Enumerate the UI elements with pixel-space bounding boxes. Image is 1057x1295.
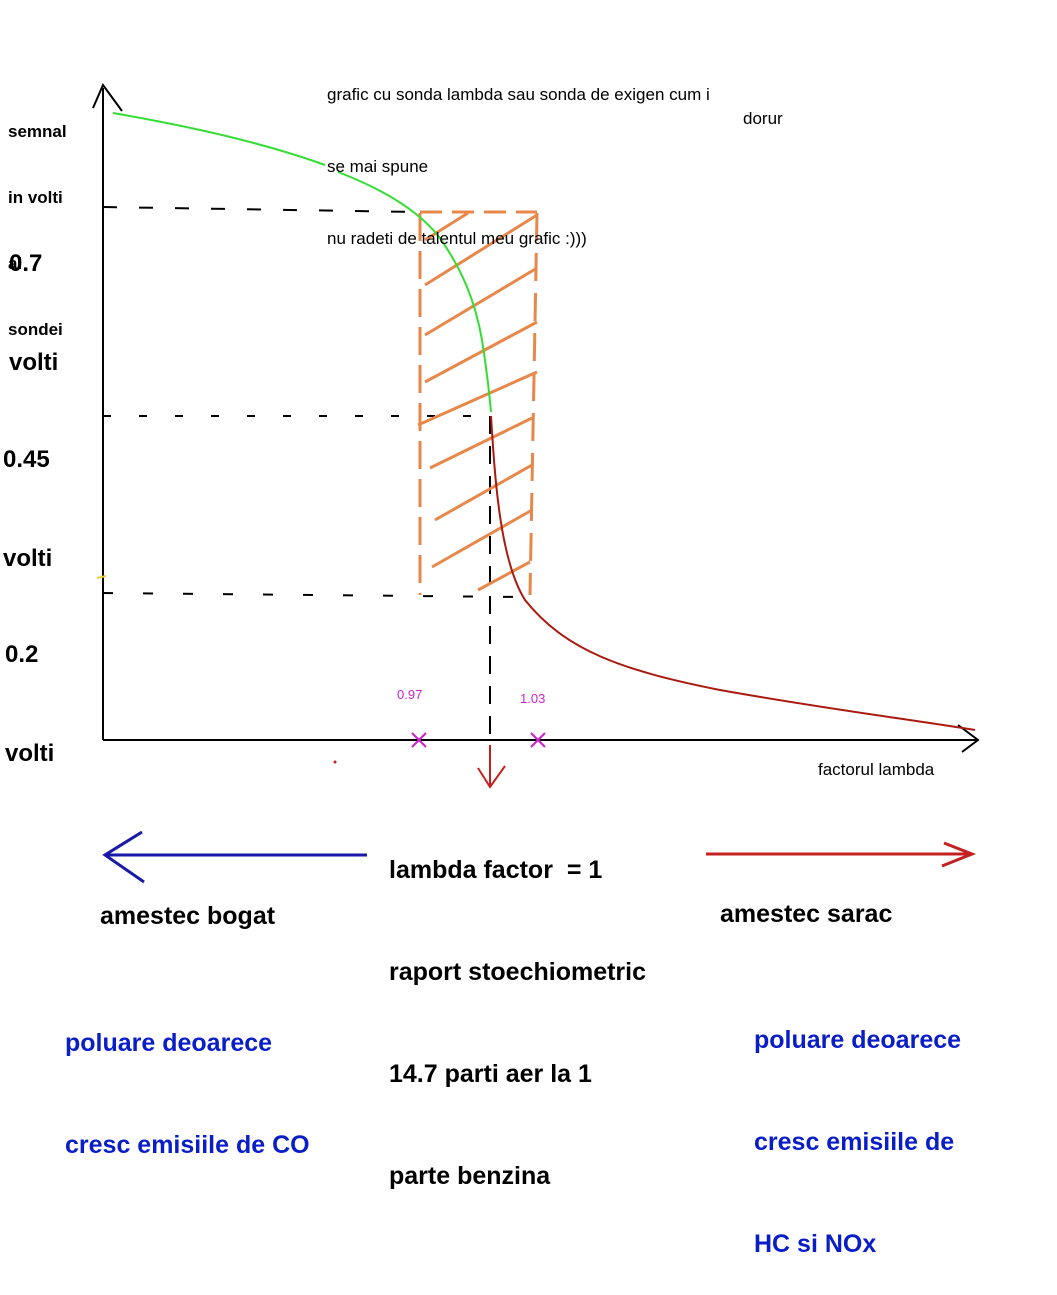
sensor-curve — [112, 112, 976, 731]
level-label-0.45: 0.45 volti — [3, 377, 52, 608]
title-line: nu radeti de talentul meu grafic :))) — [327, 229, 587, 248]
level-value: 0.7 — [9, 250, 43, 277]
tick-label-upper: 1.03 — [520, 691, 546, 706]
stoichiometric-line: raport stoechiometric — [389, 958, 647, 986]
title-line: se mai spune — [327, 157, 429, 176]
level-label-0.7: 0.7 volti — [9, 181, 58, 412]
axes — [92, 83, 980, 753]
stoichiometric-line: 14.7 parti aer la 1 — [389, 1060, 592, 1088]
title-line: grafic cu sonda lambda sau sonda de exig… — [327, 85, 710, 104]
y-axis-label-line: sondei — [8, 320, 63, 339]
rich-note-line: cresc emisiile de CO — [65, 1131, 310, 1159]
stoichiometric-line: lambda factor = 1 — [389, 856, 603, 884]
stoichiometric-line: parte benzina — [389, 1162, 551, 1190]
lean-note-line: cresc emisiile de — [754, 1128, 955, 1156]
lean-mixture-label: amestec sarac — [720, 900, 893, 928]
level-value: 0.45 — [3, 446, 50, 473]
lambda-window — [417, 210, 539, 596]
rich-mixture-label: amestec bogat — [100, 902, 276, 930]
rich-pollution-note: poluare deoarece cresc emisiile de CO — [65, 958, 310, 1196]
diagram-title: grafic cu sonda lambda sau sonda de exig… — [327, 35, 710, 275]
ref-line-0.7 — [102, 206, 419, 213]
lambda-diagram — [92, 83, 980, 884]
rich-note-line: poluare deoarece — [65, 1029, 273, 1057]
level-value: 0.2 — [5, 641, 39, 668]
author-label: dorur — [743, 109, 783, 128]
lambda-one-arrow — [477, 745, 506, 789]
stray-marks — [96, 575, 337, 764]
lean-arrow — [706, 841, 977, 868]
lean-pollution-note: poluare deoarece cresc emisiile de HC si… — [754, 955, 961, 1295]
lean-note-line: HC si NOx — [754, 1230, 877, 1258]
rich-curve — [112, 112, 492, 413]
window-right-edge — [528, 212, 539, 596]
y-axis-label-line: semnal — [8, 122, 67, 141]
x-axis-arrowhead — [957, 724, 980, 753]
lean-curve — [490, 415, 976, 731]
y-axis-label-line: in volti — [8, 188, 63, 207]
level-unit: volti — [3, 545, 53, 572]
lambda-tick-marks — [411, 732, 546, 748]
rich-arrow — [102, 830, 367, 884]
y-axis-label: semnal in volti al sondei — [8, 77, 67, 363]
level-unit: volti — [5, 740, 55, 767]
stoichiometric-note: lambda factor = 1 raport stoechiometric … — [389, 785, 646, 1227]
window-hatching — [417, 211, 538, 592]
level-unit: volti — [9, 349, 59, 376]
tick-label-lower: 0.97 — [397, 687, 423, 702]
ref-line-0.2 — [102, 592, 521, 598]
lean-note-line: poluare deoarece — [754, 1026, 962, 1054]
x-axis-label: factorul lambda — [818, 760, 935, 779]
reference-lines — [102, 206, 521, 740]
level-label-0.2: 0.2 volti — [5, 572, 54, 803]
y-axis-label-line: al — [8, 254, 23, 273]
y-axis-arrowhead — [92, 83, 123, 112]
